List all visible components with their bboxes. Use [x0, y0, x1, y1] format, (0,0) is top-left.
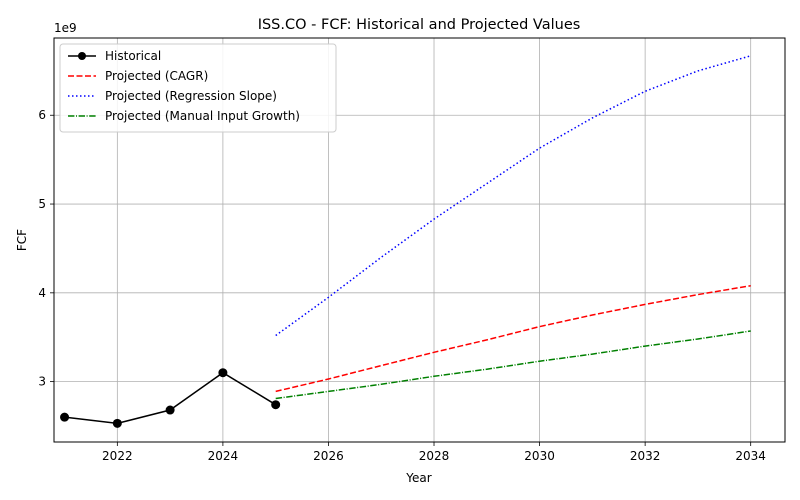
- x-tick-label: 2030: [524, 449, 555, 463]
- series-3: [275, 330, 751, 400]
- legend-label: Projected (CAGR): [105, 69, 208, 83]
- legend-label: Projected (Regression Slope): [105, 89, 277, 103]
- series-line: [275, 55, 751, 337]
- data-point: [112, 418, 122, 428]
- y-tick-label: 3: [38, 375, 46, 389]
- x-tick-label: 2026: [313, 449, 344, 463]
- chart-title: ISS.CO - FCF: Historical and Projected V…: [258, 17, 581, 33]
- legend-marker: [78, 52, 86, 60]
- y-offset-text: 1e9: [54, 21, 77, 35]
- y-tick-label: 4: [38, 286, 46, 300]
- x-tick-label: 2022: [102, 449, 133, 463]
- y-tick-label: 6: [38, 108, 46, 122]
- x-tick-label: 2028: [419, 449, 450, 463]
- x-tick-label: 2034: [735, 449, 766, 463]
- series-line: [64, 371, 277, 425]
- series-group: [60, 55, 751, 428]
- legend-label: Historical: [105, 49, 161, 63]
- series-0: [60, 368, 281, 428]
- y-tick-label: 5: [38, 197, 46, 211]
- x-tick-label: 2024: [208, 449, 239, 463]
- axis-ticks: 2022 2024 2026 2028 2030 2032 2034 3 4 5 6: [38, 108, 766, 463]
- series-line: [275, 284, 751, 393]
- plot-frame: [53, 37, 786, 443]
- x-tick-label: 2032: [630, 449, 661, 463]
- series-2: [275, 55, 751, 337]
- legend-label: Projected (Manual Input Growth): [105, 109, 300, 123]
- data-point: [165, 405, 175, 415]
- data-point: [271, 400, 281, 410]
- series-1: [275, 284, 751, 393]
- y-axis-label: FCF: [15, 229, 29, 251]
- data-point: [60, 412, 70, 422]
- data-point: [218, 368, 228, 378]
- x-axis-label: Year: [405, 471, 431, 485]
- legend: Historical Projected (CAGR) Projected (Reg…: [59, 43, 337, 133]
- series-line: [275, 330, 751, 400]
- legend-box: [59, 43, 337, 133]
